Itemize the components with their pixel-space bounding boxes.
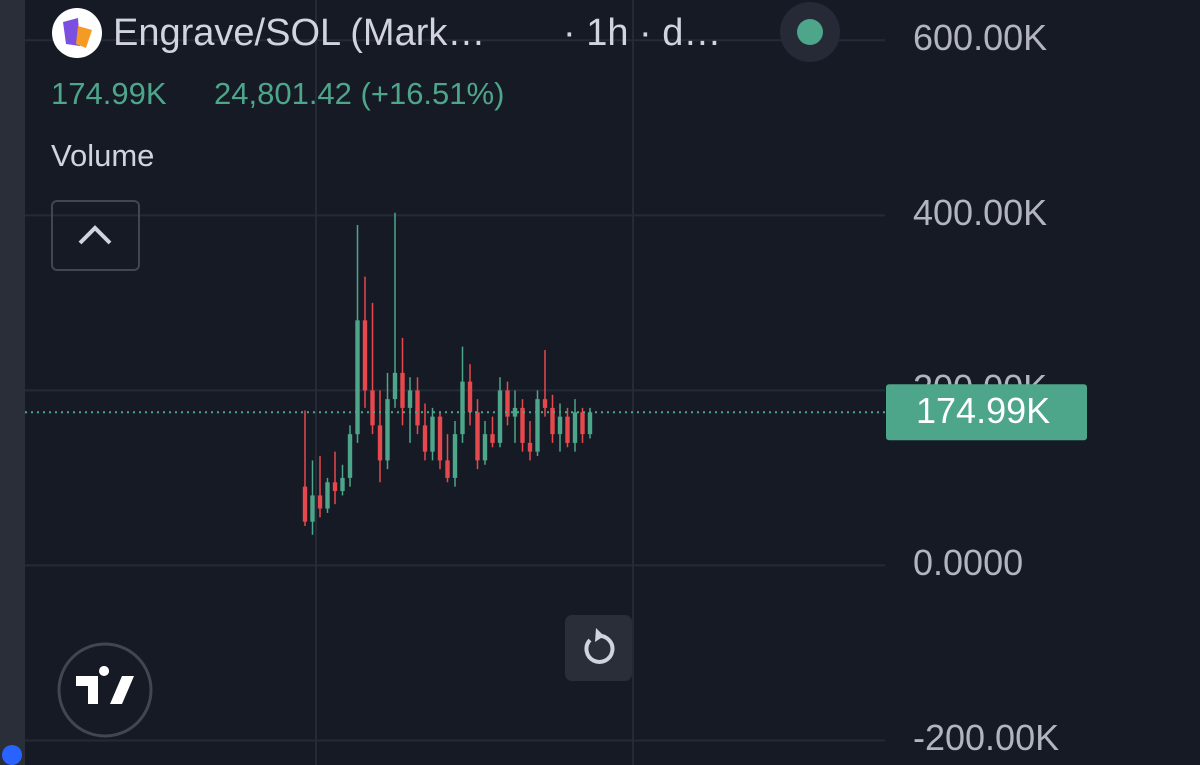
logo-shape [63,18,80,46]
candle-body [392,372,398,400]
candle-body [460,381,465,435]
candle-body [467,381,473,413]
candle-body [362,320,368,391]
candle-body [520,407,525,443]
candle-body [497,390,503,443]
legend-change: 24,801.42 (+16.51%) [214,76,504,111]
candle-body [385,399,390,461]
candle-body [407,390,413,408]
indicator-label: Volume [51,138,154,173]
tv-logo-mark [76,666,134,704]
candle-body [505,390,510,417]
chevron-icon [78,225,112,245]
candle-body [310,495,315,522]
last-price-tag [886,384,1087,441]
last-price-label: 174.99K [916,390,1050,431]
candle-body [415,390,420,426]
header: Engrave/SOL (Mark… · 1h · d… 174.99K 24,… [51,2,840,271]
price-axis: -200.00K0.0000200.00K400.00K600.00K174.9… [886,17,1087,758]
candle-body [550,407,555,435]
candle-body [542,399,548,408]
candle-body [317,495,323,509]
legend-price: 174.99K [51,76,167,111]
candle-body [527,442,533,452]
candle-body [370,390,375,426]
candle-body [325,482,330,509]
candle-body [535,399,540,452]
candle-body [437,416,443,461]
candle-body [572,412,578,443]
y-tick-label: 0.0000 [913,542,1023,583]
candle-body [482,434,488,461]
y-tick-label: 400.00K [913,192,1047,233]
candle-body [400,372,405,408]
y-tick-label: -200.00K [913,717,1059,758]
candle-body [302,486,308,522]
candle-body [430,416,435,452]
symbol-title: Engrave/SOL (Mark… [113,12,485,54]
candle-body [580,412,585,435]
candle-body [332,482,338,492]
y-tick-label: 600.00K [913,17,1047,58]
reset-icon [584,633,615,664]
reset-button[interactable] [565,615,632,681]
candle-body [512,407,518,417]
candle-body [445,460,450,478]
collapse-button[interactable] [51,200,140,271]
tv-logo[interactable] [57,642,153,738]
candle-body [490,434,495,443]
tv-logo-ring[interactable] [57,642,153,738]
reset-arrow [595,628,604,642]
side-indicator [2,745,22,765]
candle-body [557,416,563,435]
candle-body [452,434,458,478]
candle-body [587,412,593,435]
candle-body [347,434,353,478]
logo-shape [76,26,92,48]
grid [25,39,885,742]
candle-body [340,477,345,492]
candle-body [377,425,383,461]
candle-body [422,425,428,452]
candle-body [565,416,570,443]
reset-bg[interactable] [565,615,632,681]
side-strip [0,0,25,765]
interval: · 1h · d… [563,12,721,54]
candles [25,212,885,535]
candle-body [475,412,480,461]
candle-body [355,320,360,435]
market-status [797,19,823,45]
